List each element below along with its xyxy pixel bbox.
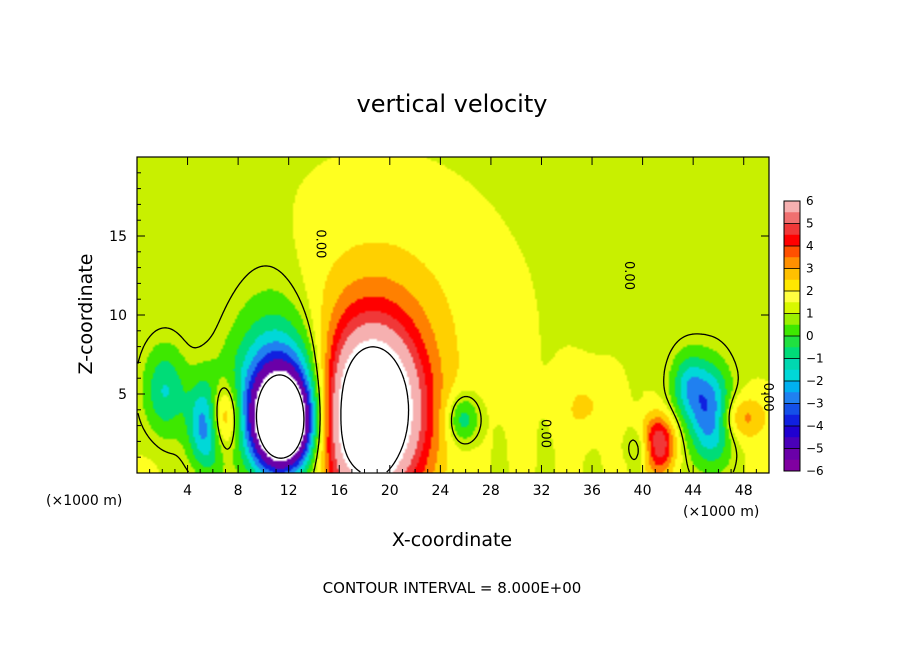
x-tick-label: 28	[482, 483, 500, 499]
colorbar-tick-label: 5	[806, 217, 814, 231]
x-tick-label: 36	[583, 483, 601, 499]
x-axis-ticks: 4 8 12 16 20 24 28 32 36 40 44 48	[149, 157, 757, 499]
colorbar-bin	[784, 279, 800, 292]
colorbar-tick-label: 1	[806, 307, 814, 321]
colorbar-bin	[784, 324, 800, 337]
colorbar-tick-label: −2	[806, 374, 824, 388]
colorbar-bin	[784, 223, 800, 236]
velocity-field	[137, 157, 769, 473]
colorbar-bin	[784, 369, 800, 382]
x-tick-label: 4	[183, 483, 192, 499]
colorbar-bin	[784, 414, 800, 427]
x-tick-label: 20	[381, 483, 399, 499]
contour-label: 0.00	[760, 383, 775, 412]
colorbar-bin	[784, 201, 800, 213]
x-tick-label: 24	[431, 483, 449, 499]
colorbar-tick-label: 2	[806, 284, 814, 298]
contour-labels: 0.00 0.00 0.00 0.00	[312, 229, 774, 448]
contour-interval-note: CONTOUR INTERVAL = 8.000E+00	[323, 579, 582, 597]
y-axis-ticks: 5 10 15	[109, 172, 769, 458]
colorbar-tick-label: −5	[806, 442, 824, 456]
x-unit-right: (×1000 m)	[683, 504, 759, 520]
contour-label: 0.00	[312, 229, 327, 258]
colorbar-bin	[784, 437, 800, 449]
colorbar-tick-label: −6	[806, 464, 824, 478]
colorbar-bin	[784, 313, 800, 326]
colorbar-bin	[784, 268, 800, 281]
colorbar-bin	[784, 291, 800, 303]
colorbar-bin	[784, 347, 800, 359]
colorbar-bin	[784, 336, 800, 348]
colorbar-tick-label: 0	[806, 329, 814, 343]
x-tick-label: 8	[234, 483, 243, 499]
plot-area: 0.00 0.00 0.00 0.00	[136, 156, 775, 474]
colorbar-tick-label: 3	[806, 262, 814, 276]
colorbar-bin	[784, 392, 800, 404]
colorbar-bin	[784, 212, 800, 224]
colorbar-tick-label: 4	[806, 239, 814, 253]
colorbar-bin	[784, 381, 800, 393]
x-axis-label: X-coordinate	[392, 529, 512, 551]
x-tick-label: 16	[330, 483, 348, 499]
colorbar-tick-label: −3	[806, 397, 824, 411]
contour-lines	[137, 265, 739, 473]
colorbar-tick-label: −1	[806, 352, 824, 366]
x-tick-label: 48	[735, 483, 753, 499]
colorbar-bin	[784, 246, 800, 258]
y-tick-label: 15	[109, 229, 127, 245]
colorbar-bin	[784, 358, 800, 371]
y-axis-label: Z-coordinate	[75, 254, 97, 375]
contour-line	[255, 374, 305, 459]
contour-line	[340, 346, 410, 473]
colorbar-tick-label: −4	[806, 419, 824, 433]
y-tick-label: 5	[118, 387, 127, 403]
colorbar-bin	[784, 302, 800, 314]
y-tick-label: 10	[109, 308, 127, 324]
colorbar-bin	[784, 426, 800, 438]
colorbar-bin	[784, 234, 800, 247]
colorbar-tick-label: 6	[806, 194, 814, 208]
contour-label: 0.00	[621, 261, 636, 290]
chart-title: vertical velocity	[357, 90, 548, 118]
contour-label: 0.00	[537, 419, 552, 448]
colorbar-ticks: 6 5 4 3 2 1 0 −1 −2 −3 −4 −5 −6	[784, 194, 824, 478]
x-tick-label: 12	[280, 483, 298, 499]
contour-line	[137, 265, 739, 473]
x-tick-label: 40	[634, 483, 652, 499]
x-tick-label: 44	[684, 483, 702, 499]
colorbar-bin	[784, 448, 800, 461]
x-tick-label: 32	[533, 483, 551, 499]
x-unit-left: (×1000 m)	[46, 493, 122, 509]
colorbar-bin	[784, 459, 800, 472]
colorbar-bin	[784, 403, 800, 416]
colorbar-bin	[784, 257, 800, 269]
